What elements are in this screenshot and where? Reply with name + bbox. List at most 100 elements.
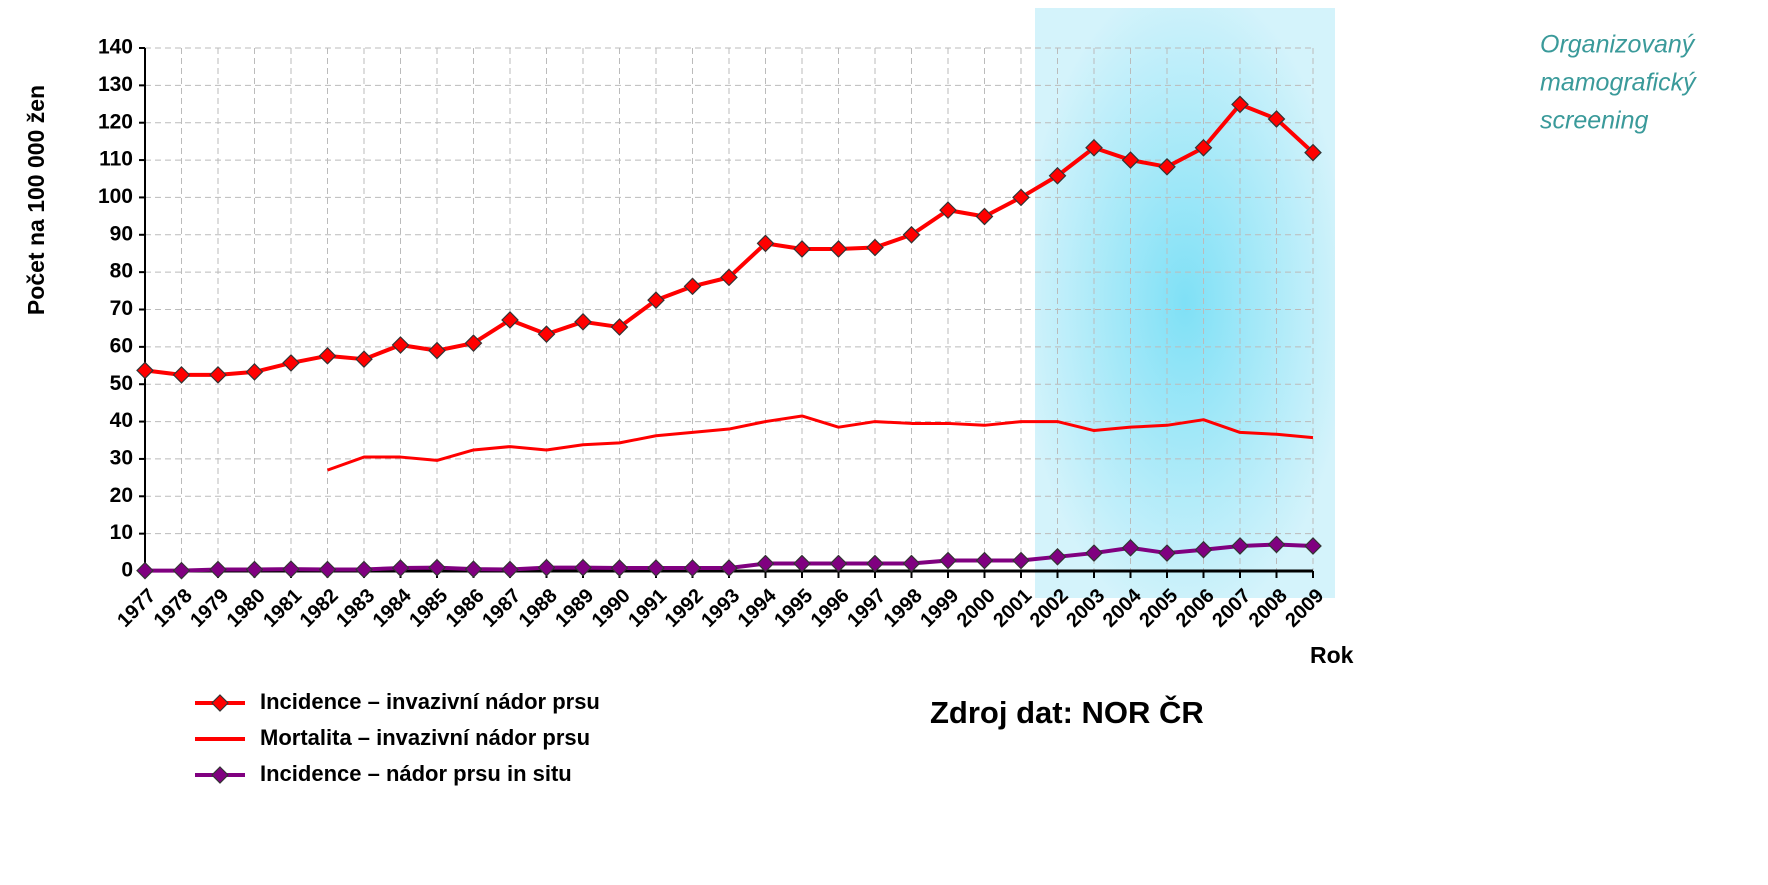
data-point xyxy=(1231,95,1249,114)
y-tick-label: 80 xyxy=(110,260,133,283)
y-tick-label: 70 xyxy=(110,297,133,320)
y-tick-label: 130 xyxy=(98,73,133,96)
data-point xyxy=(975,207,994,226)
data-point xyxy=(501,311,519,329)
legend-label: Mortalita – invazivní nádor prsu xyxy=(260,725,590,750)
data-point xyxy=(1012,551,1030,570)
data-point xyxy=(1194,540,1213,559)
x-tick-label: 1982 xyxy=(296,585,343,632)
x-tick-label: 1993 xyxy=(697,585,744,632)
data-point xyxy=(1085,138,1103,157)
x-tick-label: 1996 xyxy=(807,585,854,632)
data-point xyxy=(1231,537,1249,555)
data-point xyxy=(1085,544,1103,562)
data-point xyxy=(793,240,811,258)
data-point xyxy=(136,561,154,580)
data-point xyxy=(1012,188,1030,207)
annotation-line: Organizovaný xyxy=(1540,31,1696,59)
screening-highlight xyxy=(1035,8,1335,598)
data-point xyxy=(1267,535,1286,554)
data-point xyxy=(574,312,592,331)
legend-marker xyxy=(211,766,229,784)
data-point xyxy=(391,559,410,577)
x-tick-label: 1985 xyxy=(405,585,452,632)
y-tick-label: 110 xyxy=(99,148,133,171)
y-tick-label: 20 xyxy=(110,484,133,507)
y-tick-label: 50 xyxy=(110,372,133,395)
x-tick-label: 1986 xyxy=(442,585,489,632)
data-point xyxy=(683,277,702,296)
data-point xyxy=(1048,166,1067,185)
x-tick-label: 1978 xyxy=(150,585,197,632)
data-point xyxy=(1158,157,1176,176)
data-point xyxy=(501,560,519,579)
y-tick-label: 30 xyxy=(110,446,133,469)
x-tick-label: 1983 xyxy=(332,585,379,632)
data-point xyxy=(537,325,556,344)
data-point xyxy=(866,238,884,257)
data-point xyxy=(428,341,446,360)
y-tick-label: 90 xyxy=(110,222,133,245)
data-point xyxy=(647,559,665,577)
data-point xyxy=(793,554,811,573)
x-tick-label: 1979 xyxy=(186,585,233,632)
x-tick-label: 1998 xyxy=(880,585,927,632)
data-point xyxy=(1121,151,1140,169)
x-tick-label: 1999 xyxy=(916,585,963,632)
x-tick-label: 1992 xyxy=(661,585,708,632)
data-point xyxy=(318,560,337,579)
y-axis-label: Počet na 100 000 žen xyxy=(23,85,49,315)
x-tick-label: 1990 xyxy=(588,585,635,632)
data-point xyxy=(610,559,629,577)
data-point xyxy=(1267,110,1286,128)
data-point xyxy=(683,559,702,577)
data-point xyxy=(1304,537,1322,555)
y-tick-label: 60 xyxy=(110,334,133,357)
data-point xyxy=(829,554,848,573)
data-point xyxy=(245,560,264,579)
y-tick-label: 10 xyxy=(110,521,133,544)
y-tick-label: 120 xyxy=(98,110,133,133)
y-tick-label: 40 xyxy=(110,409,133,432)
annotation: Organizovaný mamografický screening xyxy=(1540,31,1697,135)
source: Zdroj dat: NOR ČR xyxy=(930,694,1204,730)
data-point xyxy=(136,361,154,380)
x-tick-label: 1984 xyxy=(369,584,417,632)
legend-marker xyxy=(211,694,229,712)
data-point xyxy=(829,240,848,258)
data-point xyxy=(172,366,191,384)
data-point xyxy=(209,560,227,579)
y-tick-label: 0 xyxy=(121,559,133,582)
data-point xyxy=(610,318,629,336)
x-tick-label: 1977 xyxy=(113,585,160,632)
x-tick-label: 1989 xyxy=(551,585,598,632)
data-point xyxy=(355,350,373,369)
data-point xyxy=(647,291,665,310)
x-axis-label: Rok xyxy=(1310,642,1354,668)
data-point xyxy=(756,234,775,253)
x-tick-label: 1987 xyxy=(478,585,525,632)
data-point xyxy=(1194,138,1213,157)
x-tick-label: 1997 xyxy=(843,585,890,632)
x-tick-label: 1981 xyxy=(259,585,306,632)
x-tick-label: 1980 xyxy=(223,585,270,632)
data-point xyxy=(720,268,738,287)
annotation-line: screening xyxy=(1540,107,1648,135)
data-point xyxy=(172,561,191,580)
data-point xyxy=(939,551,957,570)
y-tick-label: 100 xyxy=(98,185,133,208)
data-point xyxy=(464,334,483,352)
x-tick-label: 1991 xyxy=(624,585,671,632)
legend-label: Incidence – invazivní nádor prsu xyxy=(260,689,600,714)
data-point xyxy=(1048,547,1067,566)
data-point xyxy=(574,558,592,577)
data-point xyxy=(537,558,556,577)
data-point xyxy=(902,554,921,573)
y-tick-label: 140 xyxy=(98,36,133,59)
data-point xyxy=(245,363,264,381)
x-tick-label: 1995 xyxy=(770,585,817,632)
data-point xyxy=(866,554,884,573)
legend-label: Incidence – nádor prsu in situ xyxy=(260,761,572,786)
data-point xyxy=(282,560,300,578)
data-point xyxy=(1121,538,1140,557)
